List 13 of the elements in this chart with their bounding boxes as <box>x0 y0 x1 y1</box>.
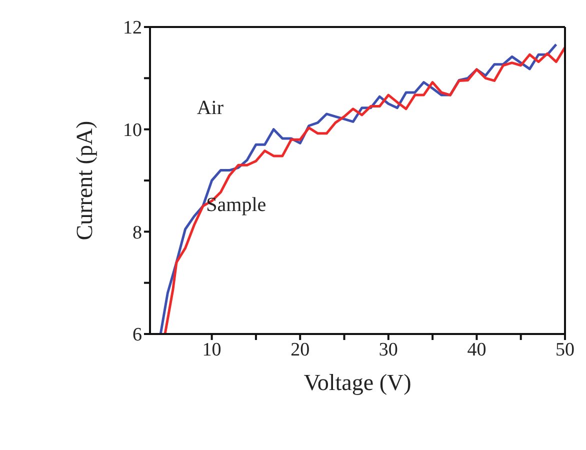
y-tick-label: 8 <box>132 222 142 244</box>
x-axis-title: Voltage (V) <box>304 370 412 395</box>
y-tick-label: 10 <box>123 120 142 142</box>
y-tick-label: 12 <box>123 18 142 39</box>
text: Air <box>196 96 224 119</box>
x-tick-label: 40 <box>467 339 486 360</box>
x-tick-label: 50 <box>556 339 574 360</box>
x-tick-label: 20 <box>290 339 310 360</box>
series-label: Sample <box>206 194 266 216</box>
y-axis-title: Current (pA) <box>72 120 98 240</box>
x-tick-label: 10 <box>202 339 222 360</box>
x-tick-label: 30 <box>378 339 398 360</box>
y-tick-label: 6 <box>132 324 142 346</box>
